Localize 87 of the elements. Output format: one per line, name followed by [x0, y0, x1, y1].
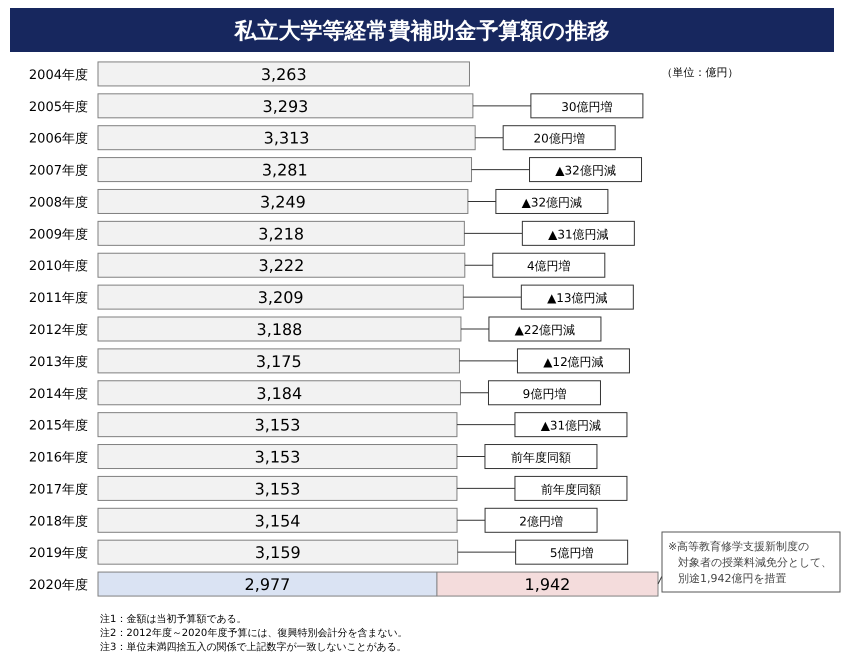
annotation: 20億円増 [534, 132, 585, 146]
callout: 30億円増 [472, 93, 644, 118]
data-label: 3,153 [254, 448, 300, 467]
data-label: 3,222 [258, 256, 304, 276]
data-label: 3,153 [254, 416, 300, 435]
data-label: 1,942 [524, 575, 570, 594]
chart-title: 私立大学等経常費補助金予算額の推移 [234, 18, 610, 44]
bar [98, 61, 470, 86]
text: 注3：単位未満四捨五入の関係で上記数字が一致しないことがある。 [100, 641, 406, 653]
y-tick-label: 2009年度 [28, 226, 88, 242]
text: （単位：億円） [662, 66, 738, 79]
annotation: ▲31億円減 [540, 418, 602, 433]
bar [98, 125, 476, 150]
callout: 前年度同額 [456, 444, 598, 470]
y-tick-label: 2004年度 [28, 66, 88, 83]
data-label: 3,263 [260, 64, 307, 84]
bar [98, 252, 466, 278]
annotation: 前年度同額 [540, 482, 601, 496]
callout: 前年度同額 [456, 476, 628, 501]
bar [98, 540, 458, 565]
data-label: 2,977 [244, 575, 290, 594]
y-tick-label: 2013年度 [28, 354, 88, 370]
y-tick-label: 2007年度 [28, 162, 88, 179]
bar [98, 284, 464, 310]
callout: ▲31億円減 [464, 220, 635, 246]
bar [98, 348, 460, 374]
y-tick-label: 2006年度 [28, 130, 88, 147]
bar [98, 316, 462, 342]
y-tick-label: 2016年度 [28, 450, 88, 466]
data-label: 3,209 [258, 288, 304, 308]
bar [98, 508, 458, 533]
bar [98, 476, 458, 501]
bar [98, 157, 472, 182]
callout: ▲31億円減 [456, 412, 628, 438]
bar [98, 380, 461, 406]
annotation: 9億円増 [522, 386, 566, 401]
annotation: ▲13億円減 [547, 291, 608, 306]
callout: ▲13億円減 [462, 284, 634, 310]
callout: 5億円増 [457, 540, 628, 565]
y-tick-label: 2008年度 [28, 194, 88, 210]
annotation: 5億円増 [550, 546, 594, 560]
callout: 4億円増 [464, 252, 606, 278]
callout: ▲22億円減 [460, 316, 602, 342]
bar [98, 188, 468, 214]
y-tick-label: 2015年度 [28, 418, 88, 434]
annotation: ▲12億円減 [543, 354, 604, 369]
callout: ▲32億円減 [471, 157, 642, 182]
y-tick-label: 2005年度 [28, 98, 88, 115]
y-tick-label: 2017年度 [28, 481, 88, 498]
data-label: 3,154 [254, 511, 300, 530]
y-tick-label: 2020年度 [28, 577, 88, 594]
y-tick-label: 2019年度 [28, 545, 88, 562]
data-label: 3,218 [258, 224, 304, 244]
data-label: 3,281 [262, 160, 308, 180]
data-label: 3,293 [262, 96, 308, 116]
bar [98, 220, 465, 246]
y-tick-label: 2010年度 [28, 258, 88, 274]
annotation: 30億円増 [561, 100, 613, 114]
data-label: 3,249 [260, 192, 306, 212]
annotation: ▲32億円減 [522, 195, 582, 210]
bar [98, 412, 458, 438]
bar [98, 93, 474, 118]
callout: 2億円増 [456, 508, 598, 533]
data-label: 3,153 [254, 479, 300, 498]
y-tick-label: 2011年度 [28, 290, 88, 306]
text: 注1：金額は当初予算額である。 [100, 613, 246, 625]
annotation: ▲31億円減 [548, 227, 609, 242]
callout: ▲32億円減 [467, 188, 608, 214]
data-label: 3,313 [264, 128, 310, 148]
y-tick-label: 2012年度 [28, 322, 88, 338]
annotation: 4億円増 [526, 259, 571, 274]
annotation: ▲22億円減 [514, 323, 576, 337]
callout: ▲12億円減 [458, 348, 630, 374]
annotation: ▲32億円減 [555, 164, 616, 178]
y-tick-label: 2018年度 [28, 513, 88, 530]
data-label: 3,159 [254, 543, 301, 562]
data-label: 3,175 [256, 352, 302, 371]
data-label: 3,188 [256, 320, 302, 339]
callout: 20億円増 [474, 125, 616, 150]
bar [98, 444, 458, 470]
data-label: 3,184 [256, 384, 302, 403]
annotation: 前年度同額 [510, 450, 571, 465]
callout: 9億円増 [460, 380, 601, 406]
note: ※高等教育修学支援新制度の対象者の授業料減免分として、別途1,942億円を措置 [658, 532, 840, 592]
annotation: 2億円増 [519, 514, 563, 528]
y-tick-label: 2014年度 [28, 386, 88, 402]
text: 注2：2012年度～2020年度予算には、復興特別会計分を含まない。 [100, 627, 408, 639]
